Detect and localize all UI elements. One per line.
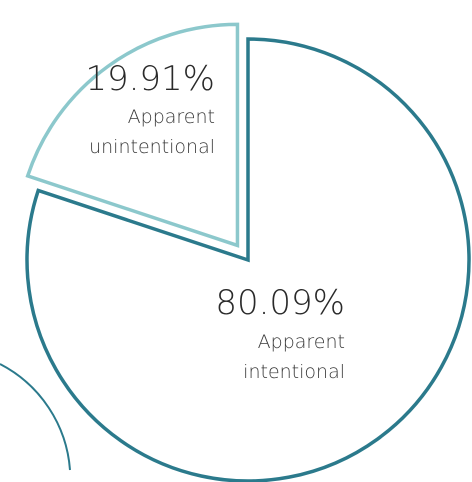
pie-slice-intentional xyxy=(25,37,471,482)
slice-value-label-unintentional: 19.91% xyxy=(85,59,215,99)
background-circle-arc xyxy=(0,363,71,471)
pie-slice-unintentional xyxy=(25,22,240,248)
slice-name-line2-unintentional: unintentional xyxy=(89,136,215,158)
pie-slices xyxy=(25,22,471,482)
slice-value-label-intentional: 80.09% xyxy=(215,283,345,323)
slice-name-line1-intentional: Apparent xyxy=(258,331,345,353)
slice-name-line2-intentional: intentional xyxy=(243,361,345,383)
slice-name-line1-unintentional: Apparent xyxy=(128,106,215,128)
